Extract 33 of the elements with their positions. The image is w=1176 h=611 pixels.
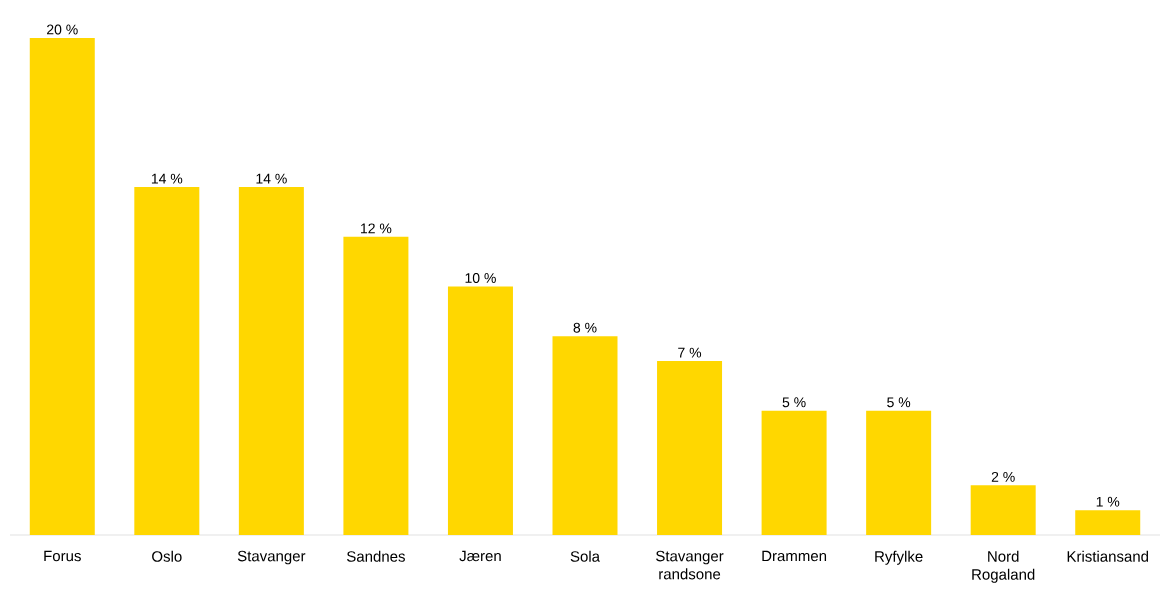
bar xyxy=(552,336,618,535)
bar xyxy=(29,38,95,535)
data-label: 5 % xyxy=(887,397,911,408)
x-tick-label: Kristiansand xyxy=(1067,550,1149,562)
x-tick-label: Oslo xyxy=(152,550,182,562)
bar xyxy=(657,361,723,535)
data-label: 12 % xyxy=(361,223,392,234)
x-tick-label: Ryfylke xyxy=(875,550,923,565)
bar xyxy=(761,410,827,535)
data-label: 20 % xyxy=(47,24,78,35)
data-label: 2 % xyxy=(991,471,1015,482)
data-label: 14 % xyxy=(151,173,183,184)
bar xyxy=(343,236,409,535)
data-label: 1 % xyxy=(1096,496,1120,507)
x-tick-label: Stavanger xyxy=(237,550,306,565)
bar xyxy=(447,286,513,535)
data-label: 5 % xyxy=(782,397,806,408)
x-tick-label: Drammen xyxy=(762,550,827,562)
x-tick-label: Nord Rogaland xyxy=(972,550,1035,583)
x-tick-label: Forus xyxy=(44,550,81,562)
x-tick-label: Jæren xyxy=(459,550,501,562)
bar xyxy=(1075,510,1141,535)
bar xyxy=(238,187,304,535)
data-label: 8 % xyxy=(573,322,597,333)
x-tick-label: Sola xyxy=(570,550,601,562)
x-tick-label: Sandnes xyxy=(346,550,405,562)
data-label: 14 % xyxy=(256,173,287,184)
x-tick-label: Stavanger randsone xyxy=(656,550,724,580)
bar xyxy=(134,187,200,535)
data-label: 10 % xyxy=(465,273,496,283)
data-label: 7 % xyxy=(678,347,702,358)
bar xyxy=(866,410,932,535)
bar xyxy=(970,485,1036,535)
